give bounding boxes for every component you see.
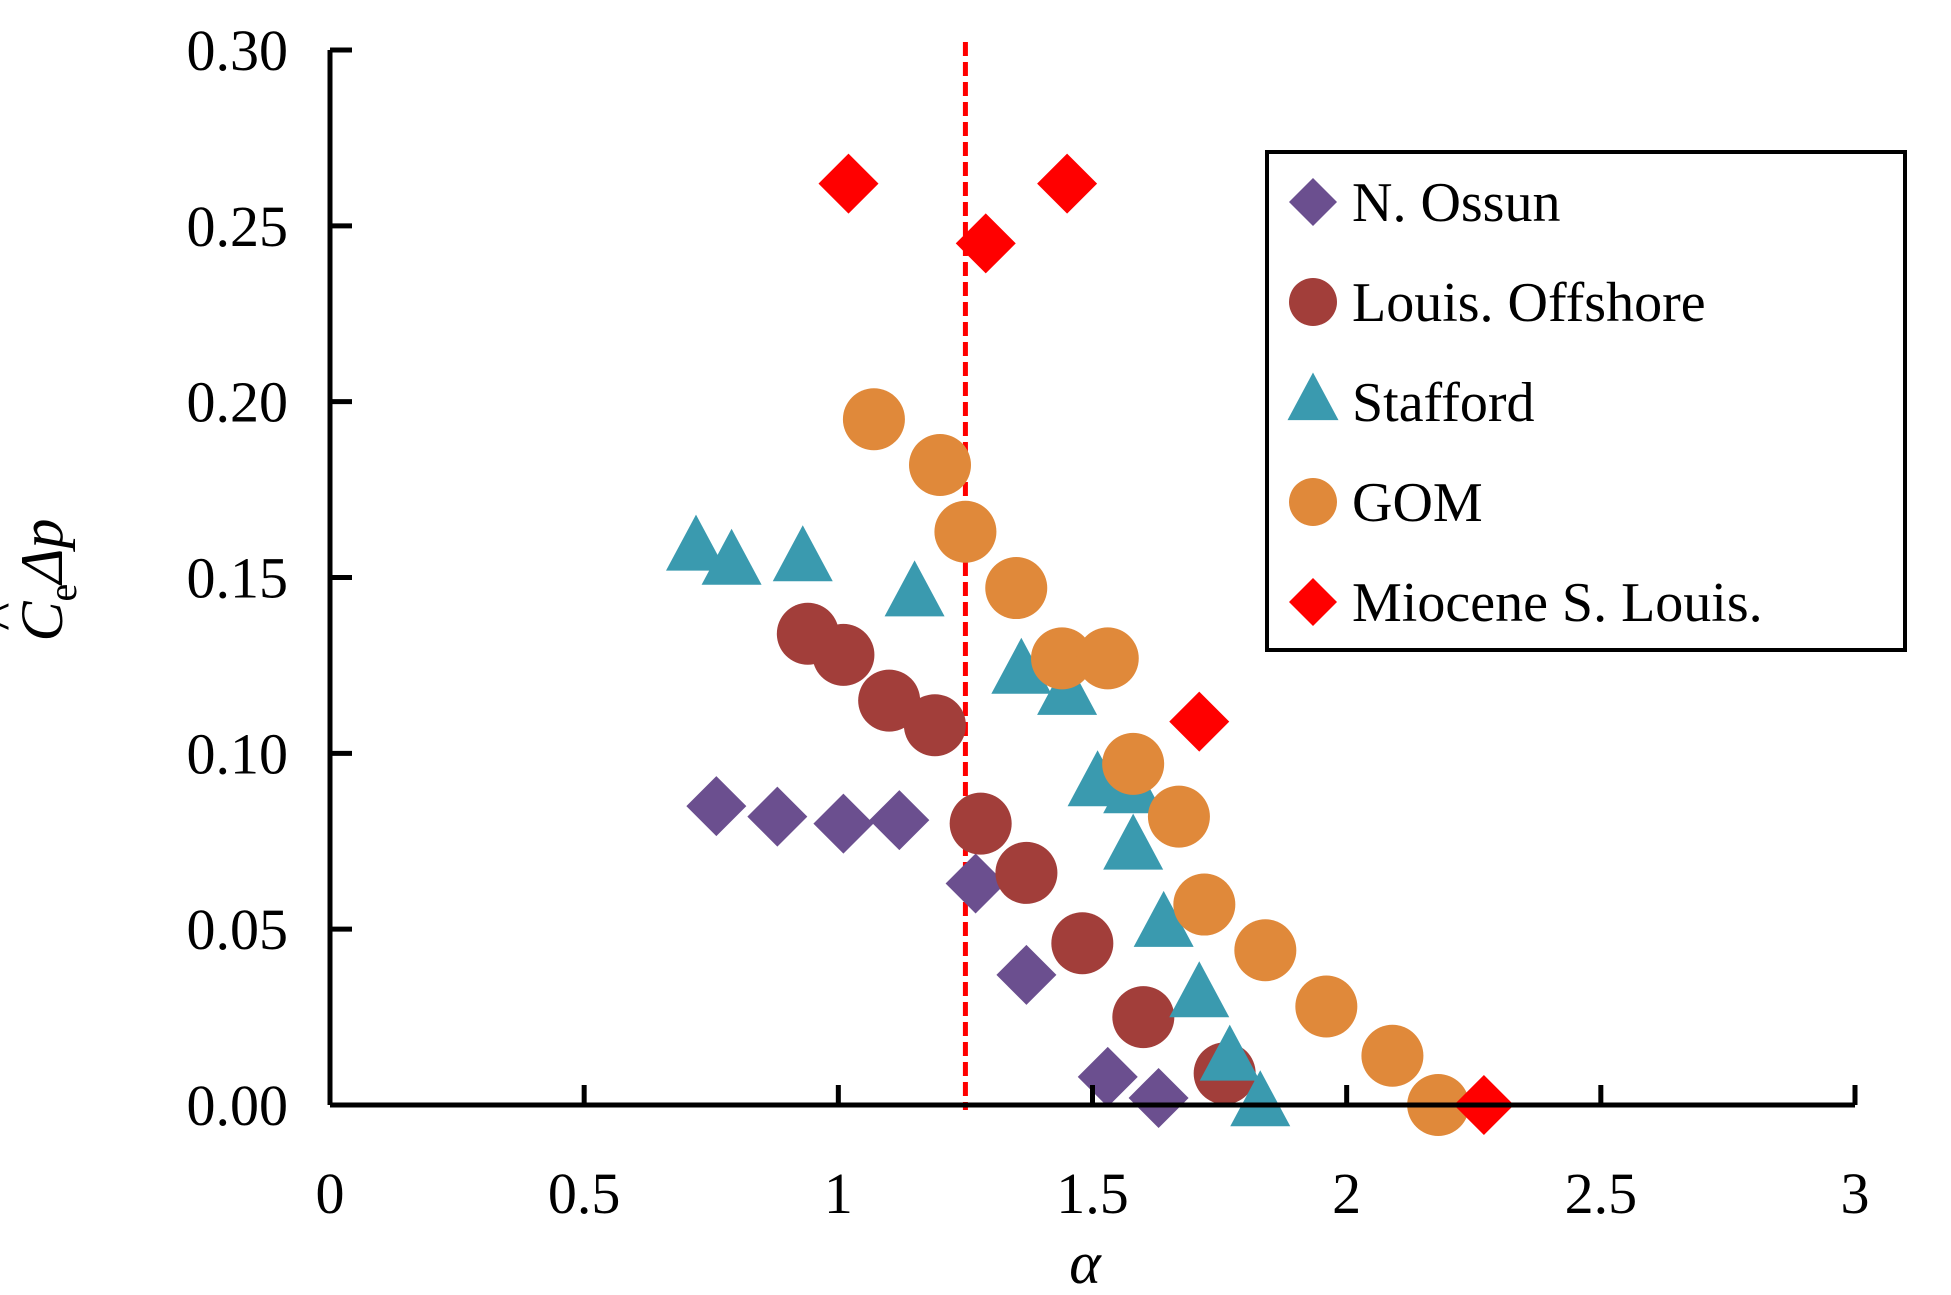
data-point bbox=[1147, 785, 1210, 848]
series-4 bbox=[818, 153, 1514, 1135]
y-axis-title-sub: e bbox=[40, 584, 85, 602]
data-point bbox=[1234, 919, 1297, 982]
y-axis-title-tail: Δp bbox=[9, 518, 75, 585]
data-point bbox=[1051, 912, 1114, 975]
y-tick-label: 0.05 bbox=[187, 897, 289, 962]
y-axis-title-hat: ^ bbox=[0, 603, 33, 632]
legend-label: Miocene S. Louis. bbox=[1352, 572, 1763, 634]
data-point bbox=[1076, 627, 1139, 690]
legend: N. Ossun Louis. Offshore Stafford GOM Miocen… bbox=[1265, 150, 1907, 652]
data-point bbox=[1102, 732, 1165, 795]
data-point bbox=[1031, 627, 1093, 690]
legend-marker bbox=[1289, 478, 1337, 526]
legend-box bbox=[1265, 150, 1907, 652]
data-points-layer bbox=[666, 153, 1514, 1136]
data-point bbox=[772, 525, 833, 582]
data-point bbox=[1173, 873, 1236, 936]
x-tick-label: 1.5 bbox=[1056, 1161, 1129, 1226]
x-axis-title: α bbox=[1069, 1230, 1102, 1295]
x-tick-label: 1 bbox=[824, 1161, 853, 1226]
data-point bbox=[1169, 961, 1230, 1018]
y-tick-label: 0.00 bbox=[187, 1073, 289, 1138]
data-point bbox=[1112, 986, 1175, 1049]
data-point bbox=[1128, 1067, 1189, 1128]
data-point bbox=[666, 514, 726, 571]
data-point bbox=[1295, 975, 1358, 1038]
legend-label: Stafford bbox=[1352, 372, 1535, 434]
y-tick-label: 0.25 bbox=[187, 194, 289, 259]
legend-entry: Miocene S. Louis. bbox=[1289, 572, 1763, 634]
legend-label: Louis. Offshore bbox=[1352, 272, 1706, 334]
y-tick-label: 0.10 bbox=[187, 721, 289, 786]
data-point bbox=[812, 623, 875, 686]
data-point bbox=[747, 786, 808, 847]
data-point bbox=[1361, 1024, 1424, 1087]
legend-marker bbox=[1289, 178, 1337, 226]
legend-entry: Stafford bbox=[1287, 372, 1535, 434]
series-1 bbox=[776, 602, 1256, 1105]
data-point bbox=[934, 500, 997, 563]
x-tick-label: 2.5 bbox=[1565, 1161, 1638, 1226]
legend-items: N. Ossun Louis. Offshore Stafford GOM Miocen… bbox=[1287, 172, 1763, 634]
data-point bbox=[985, 557, 1048, 620]
data-point bbox=[701, 528, 762, 585]
legend-entry: N. Ossun bbox=[1289, 172, 1560, 234]
data-point bbox=[884, 560, 945, 617]
legend-marker bbox=[1287, 372, 1339, 421]
svg-text:CeΔp: CeΔp bbox=[9, 518, 85, 641]
legend-label: GOM bbox=[1352, 472, 1483, 534]
data-point bbox=[1103, 813, 1164, 870]
data-point bbox=[991, 637, 1052, 694]
legend-label: N. Ossun bbox=[1352, 172, 1560, 234]
data-point bbox=[1230, 1070, 1291, 1127]
y-tick-label: 0.15 bbox=[187, 546, 289, 611]
y-axis-title-main: C bbox=[9, 601, 75, 642]
data-point bbox=[1169, 691, 1230, 752]
legend-marker bbox=[1289, 578, 1337, 626]
data-point bbox=[945, 853, 1006, 914]
data-point bbox=[996, 944, 1057, 1005]
legend-marker bbox=[1289, 278, 1337, 326]
x-tick-label: 0.5 bbox=[548, 1161, 621, 1226]
y-axis-title: CeΔp ^ bbox=[0, 518, 85, 641]
legend-entry: GOM bbox=[1289, 472, 1483, 534]
axes bbox=[327, 47, 1858, 1108]
y-tick-label: 0.20 bbox=[187, 370, 289, 435]
data-point bbox=[869, 790, 930, 851]
legend-entry: Louis. Offshore bbox=[1289, 272, 1706, 334]
tick-labels: 0.00 0.05 0.10 0.15 0.20 0.25 0.30 0 0.5 1 1.5 2 2.5… bbox=[187, 18, 1870, 1226]
x-tick-label: 0 bbox=[316, 1161, 345, 1226]
data-point bbox=[842, 388, 905, 451]
data-point bbox=[949, 792, 1012, 855]
data-point bbox=[955, 213, 1016, 274]
data-point bbox=[686, 776, 747, 837]
data-point bbox=[1199, 1024, 1260, 1081]
x-tick-label: 3 bbox=[1841, 1161, 1870, 1226]
series-3 bbox=[842, 388, 1470, 1136]
data-point bbox=[1067, 750, 1128, 807]
data-point bbox=[813, 793, 874, 854]
series-2 bbox=[666, 514, 1291, 1127]
x-tick-label: 2 bbox=[1332, 1161, 1361, 1226]
y-tick-label: 0.30 bbox=[187, 18, 289, 83]
data-point bbox=[903, 694, 966, 757]
series-0 bbox=[686, 776, 1189, 1128]
data-point bbox=[1037, 153, 1098, 214]
data-point bbox=[818, 153, 879, 214]
data-point bbox=[995, 841, 1058, 904]
data-point bbox=[1133, 890, 1194, 947]
data-point bbox=[858, 669, 921, 732]
data-point bbox=[909, 433, 971, 496]
